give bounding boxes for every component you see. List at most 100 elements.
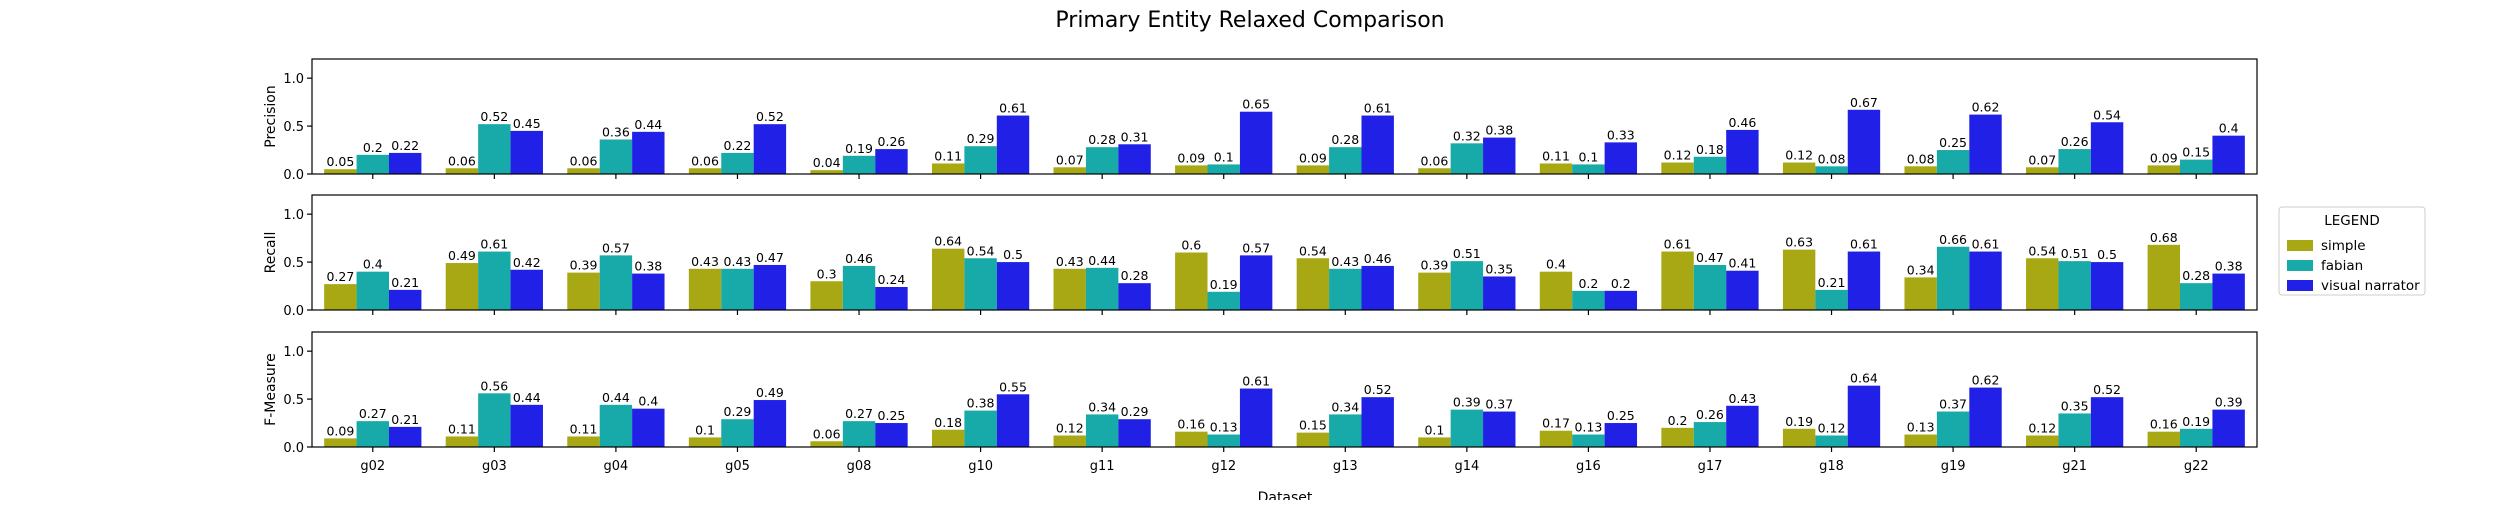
data-label: 0.38 <box>634 259 662 274</box>
panels-layer: 0.05 0.06 0.06 0.06 0.04 0.11 0.07 0.09 0.09 0.06… <box>263 58 2258 474</box>
bar-visual-narrator-g04 <box>632 408 665 447</box>
legend-swatch-simple <box>2287 240 2313 251</box>
bar-simple-g11 <box>1053 268 1086 310</box>
bar-fabian-g11 <box>1085 147 1119 174</box>
data-label: 0.51 <box>1453 246 1481 261</box>
data-label: 0.16 <box>1177 417 1205 432</box>
data-label: 0.61 <box>1664 237 1692 252</box>
data-label: 0.57 <box>1242 240 1270 255</box>
bar-fabian-g14 <box>1450 261 1484 311</box>
data-label: 0.28 <box>1088 132 1116 147</box>
bar-fabian-g16 <box>1572 164 1605 174</box>
data-label: 0.31 <box>1121 129 1149 144</box>
data-label: 0.1 <box>695 422 715 437</box>
bar-fabian-g22 <box>2180 283 2213 310</box>
data-label: 0.49 <box>448 248 476 263</box>
bar-fabian-g16 <box>1572 434 1605 447</box>
bar-visual-narrator-g18 <box>1847 109 1881 174</box>
data-label: 0.38 <box>967 396 995 411</box>
data-label: 0.11 <box>448 421 476 436</box>
axes-frame <box>311 331 2258 448</box>
data-label: 0.57 <box>602 240 630 255</box>
legend-box <box>2278 206 2426 296</box>
bar-fabian-g21 <box>2058 149 2091 174</box>
data-label: 0.68 <box>2150 230 2178 245</box>
x-tick-label: g19 <box>1941 459 1966 474</box>
data-label: 0.55 <box>999 379 1027 394</box>
data-label: 0.54 <box>1299 243 1327 258</box>
bar-visual-narrator-g16 <box>1604 142 1638 175</box>
bar-fabian-g08 <box>842 155 876 174</box>
data-label: 0.39 <box>1453 395 1481 410</box>
data-label: 0.3 <box>817 266 837 281</box>
bar-fabian-g19 <box>1936 150 1970 174</box>
data-label: 0.27 <box>326 269 354 284</box>
bar-fabian-g04 <box>599 255 633 311</box>
data-label: 0.44 <box>1088 253 1116 268</box>
bar-simple-g22 <box>2147 165 2181 175</box>
data-label: 0.06 <box>448 153 476 168</box>
data-label: 0.47 <box>1696 250 1724 265</box>
bar-simple-g08 <box>810 281 843 310</box>
bar-visual-narrator-g11 <box>1118 419 1151 447</box>
data-label: 0.28 <box>2182 268 2210 283</box>
data-label: 0.37 <box>1939 397 1967 412</box>
data-label: 0.11 <box>934 148 962 163</box>
bar-fabian-g14 <box>1450 409 1484 448</box>
data-label: 0.43 <box>724 254 752 269</box>
data-label: 0.22 <box>724 138 752 153</box>
bar-simple-g04 <box>567 168 600 174</box>
bar-visual-narrator-g17 <box>1726 129 1759 174</box>
bar-simple-g10 <box>931 163 965 174</box>
data-label: 0.11 <box>1542 148 1570 163</box>
x-tick-label: g14 <box>1454 459 1479 474</box>
bar-fabian-g02 <box>356 154 389 174</box>
bar-simple-g11 <box>1053 435 1086 447</box>
data-label: 0.04 <box>813 155 841 170</box>
bar-simple-g04 <box>567 436 600 447</box>
y-axis-label: Precision <box>263 85 279 147</box>
bar-simple-g05 <box>688 268 722 310</box>
data-label: 0.4 <box>1546 257 1566 272</box>
y-tick-label: 0.0 <box>283 168 304 183</box>
bar-visual-narrator-g08 <box>875 149 908 174</box>
data-label: 0.07 <box>1056 152 1084 167</box>
data-label: 0.22 <box>391 138 419 153</box>
bar-visual-narrator-g21 <box>2090 397 2124 447</box>
data-label: 0.33 <box>1607 127 1635 142</box>
data-label: 0.62 <box>1972 373 2000 388</box>
bar-visual-narrator-g11 <box>1118 144 1151 174</box>
bar-simple-g02 <box>324 284 357 311</box>
data-label: 0.09 <box>326 423 354 438</box>
bar-fabian-g12 <box>1207 291 1240 310</box>
bar-fabian-g16 <box>1572 290 1605 310</box>
bar-simple-g02 <box>324 169 357 174</box>
bar-visual-narrator-g14 <box>1483 276 1516 310</box>
data-label: 0.6 <box>1181 238 1201 253</box>
bar-visual-narrator-g22 <box>2212 273 2245 310</box>
data-label: 0.43 <box>1056 254 1084 269</box>
data-label: 0.4 <box>638 394 658 409</box>
data-label: 0.56 <box>480 378 508 393</box>
y-tick-label: 1.0 <box>283 72 304 87</box>
data-label: 0.52 <box>756 109 784 124</box>
bar-simple-g13 <box>1296 258 1330 310</box>
data-label: 0.06 <box>691 153 719 168</box>
bar-visual-narrator-g04 <box>632 131 665 174</box>
bar-fabian-g08 <box>842 265 876 310</box>
data-label: 0.28 <box>1121 268 1149 283</box>
bar-simple-g19 <box>1904 434 1937 447</box>
data-label: 0.4 <box>363 257 383 272</box>
y-tick-label: 0.5 <box>283 120 304 135</box>
x-tick-label: g17 <box>1698 459 1723 474</box>
bar-fabian-g03 <box>478 124 511 174</box>
bar-visual-narrator-g05 <box>753 264 787 310</box>
data-label: 0.12 <box>1664 148 1692 163</box>
data-label: 0.32 <box>1453 128 1481 143</box>
data-label: 0.12 <box>2028 421 2056 436</box>
bar-fabian-g18 <box>1815 435 1848 447</box>
data-label: 0.46 <box>845 251 873 266</box>
data-label: 0.21 <box>1818 275 1846 290</box>
bar-fabian-g18 <box>1815 166 1848 174</box>
data-label: 0.46 <box>1364 251 1392 266</box>
